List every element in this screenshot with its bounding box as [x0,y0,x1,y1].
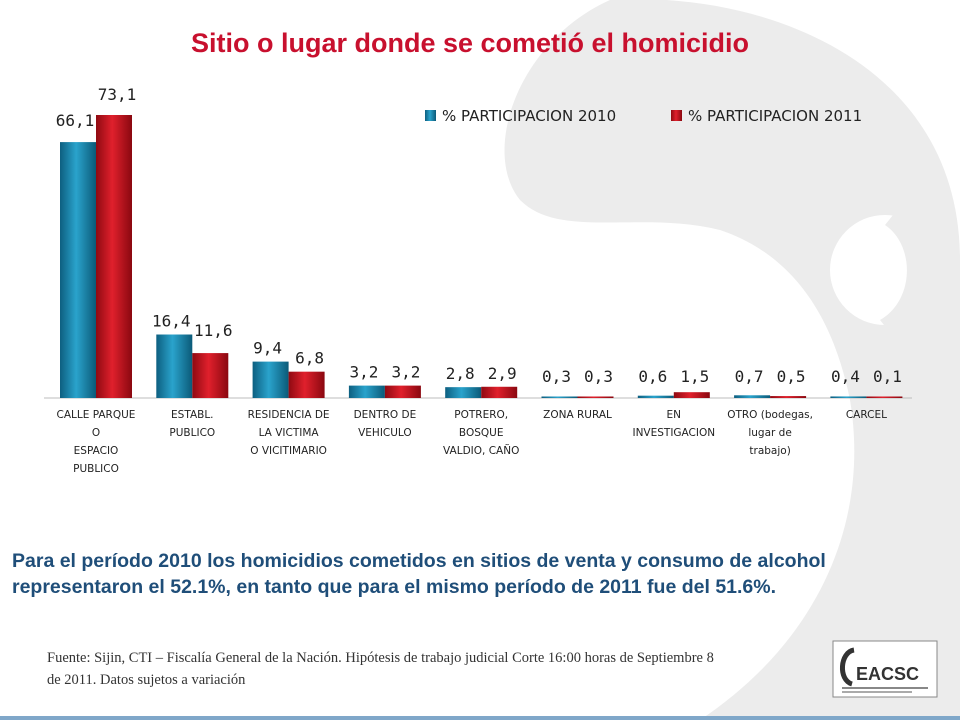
legend-swatch-2010 [425,110,436,121]
bar-2011-2 [288,371,325,398]
category-label-6-line-1: INVESTIGACION [632,427,715,439]
category-label-0-line-0: CALLE PARQUE [57,409,136,421]
category-label-6-line-0: EN [667,409,682,421]
bar-chart: 66,173,1 16,4 11,6 9,4 6,8 3,2 3,2 2,8 2,9 0,3 0,3… [44,85,912,475]
source-line-2: de 2011. Datos sujetos a variación [47,672,246,688]
value-label-2011-3: 3,2 [391,363,420,382]
bar-2010-3 [348,385,385,398]
legend-swatch-2011 [671,110,682,121]
value-label-2010-6: 0,6 [638,367,667,386]
bar-2010-8 [830,396,867,398]
value-label-2011-2: 6,8 [295,349,324,368]
value-label-2011-4: 2,9 [488,364,517,383]
legend-label-2010: % PARTICIPACION 2010 [442,107,616,125]
bar-2010-4 [445,387,482,398]
category-label-4-line-2: VALDIO, CAÑO [443,444,519,457]
page-title: Sitio o lugar donde se cometió el homici… [190,28,750,58]
bar-2011-4 [481,386,518,398]
source-footnote: Fuente: Sijin, CTI – Fiscalía General de… [47,647,837,691]
category-label-1-line-0: ESTABL. [171,409,213,421]
value-label-2010-5: 0,3 [542,367,571,386]
bar-2011-1 [192,353,229,398]
bar-2010-6 [637,395,674,398]
bar-2010-1 [156,334,193,398]
bar-2011-7 [770,396,807,398]
bottom-rule [0,716,960,720]
category-label-4-line-0: POTRERO, [454,409,508,421]
value-label-2010-8: 0,4 [831,367,860,386]
logo-text: EACSC [856,664,919,684]
category-label-5-line-0: ZONA RURAL [543,409,612,421]
value-label-2011-5: 0,3 [584,367,613,386]
value-label-2011-0: 73,1 [98,85,137,104]
category-label-3-line-0: DENTRO DE [354,409,417,421]
category-label-2-line-2: O VICITIMARIO [250,445,327,457]
bar-2011-0 [96,115,132,398]
value-label-2010-2: 9,4 [253,339,282,358]
bar-2011-5 [577,396,614,398]
value-label-2010-7: 0,7 [735,367,764,386]
value-label-2010-4: 2,8 [446,364,475,383]
category-label-2-line-1: LA VICTIMA [259,427,320,439]
category-label-4-line-1: BOSQUE [459,427,504,439]
bar-2010-7 [734,395,771,398]
legend-label-2011: % PARTICIPACION 2011 [688,107,862,125]
category-label-7-line-1: lugar de [748,427,791,439]
value-label-2011-6: 1,5 [680,367,709,386]
value-label-2011-1: 11,6 [194,321,233,340]
value-label-2011-7: 0,5 [777,367,806,386]
category-label-7-line-2: trabajo) [749,445,790,457]
category-label-3-line-1: VEHICULO [358,427,412,439]
source-line-1: Fuente: Sijin, CTI – Fiscalía General de… [47,650,714,666]
category-label-0-line-3: PUBLICO [73,463,119,475]
value-label-2010-1: 16,4 [152,312,191,331]
category-label-0-line-2: ESPACIO [74,445,119,457]
eacsc-logo: EACSC [832,640,938,698]
bar-2011-6 [673,392,710,398]
chart-legend: % PARTICIPACION 2010 % PARTICIPACION 201… [425,107,862,125]
summary-note: Para el período 2010 los homicidios come… [12,550,826,598]
bar-2010-2 [252,361,289,398]
value-label-2011-8: 0,1 [873,367,902,386]
category-label-7-line-0: OTRO (bodegas, [727,409,813,421]
category-label-0-line-1: O [92,427,100,439]
bar-2011-3 [384,385,421,398]
bar-2011-8 [866,396,903,398]
category-label-8-line-0: CARCEL [846,409,887,421]
category-label-1-line-1: PUBLICO [169,427,215,439]
bar-2010-5 [541,396,578,398]
bar-2010-0 [60,142,96,398]
value-label-2010-0: 66,1 [56,111,95,130]
category-label-2-line-0: RESIDENCIA DE [248,409,330,421]
value-label-2010-3: 3,2 [349,363,378,382]
